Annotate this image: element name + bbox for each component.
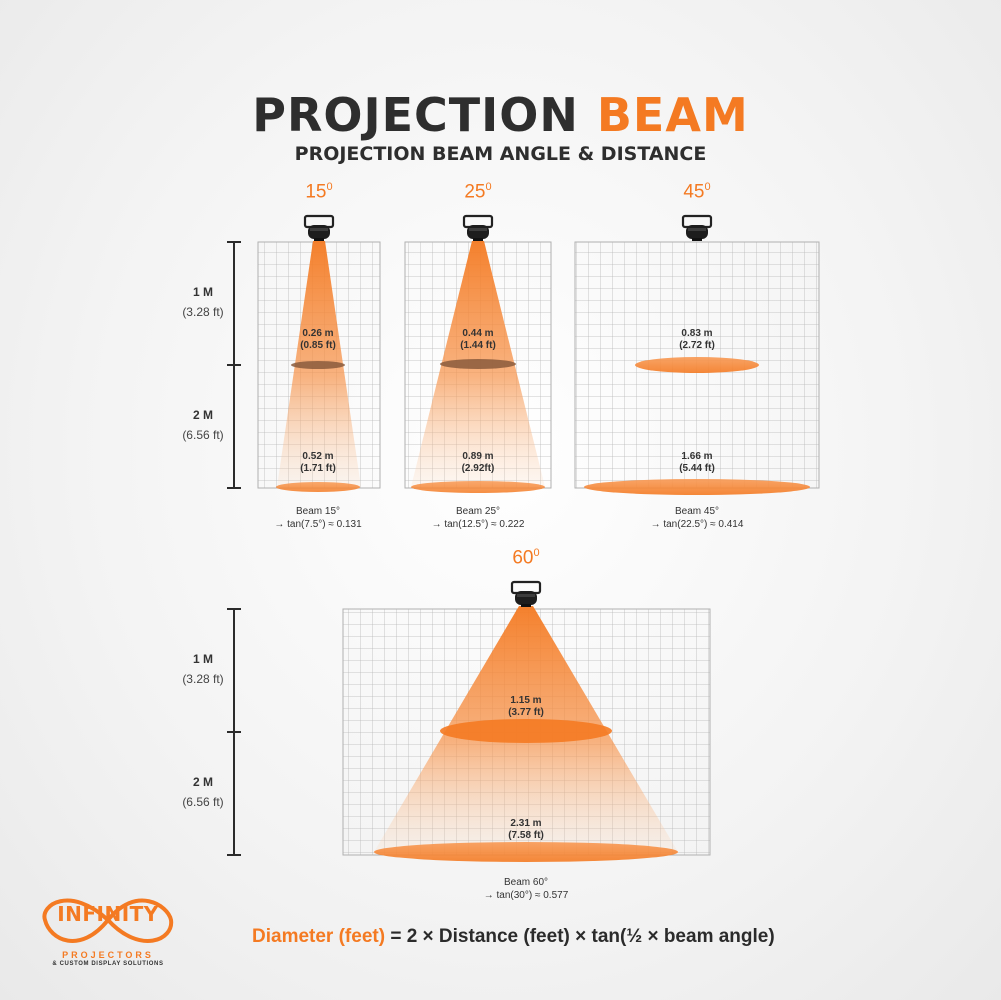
caption-60: Beam 60° → tan(30°) ≈ 0.577 <box>483 877 569 901</box>
logo-tagline-1: PROJECTORS <box>62 950 154 960</box>
caption-25: Beam 25° → tan(12.5°) ≈ 0.222 <box>431 506 525 530</box>
projector-icon-45 <box>681 214 713 243</box>
measure-mid-60: 1.15 m (3.77 ft) <box>508 695 544 718</box>
diameter-formula: Diameter (feet) = 2 × Distance (feet) × … <box>252 926 775 948</box>
scale-label-2m-bottom: 2 M (6.56 ft) <box>182 775 224 809</box>
measure-far-25: 0.89 m (2.92ft) <box>461 451 495 474</box>
angle-label-15: 150 <box>305 181 333 203</box>
formula-expression: = 2 × Distance (feet) × tan(½ × beam ang… <box>390 926 775 947</box>
caption-15: Beam 15° → tan(7.5°) ≈ 0.131 <box>274 506 362 530</box>
measure-far-45: 1.66 m (5.44 ft) <box>679 451 715 474</box>
beam-ring-mid-25 <box>440 359 516 369</box>
title-main: PROJECTION <box>252 88 579 142</box>
beam-ring-mid-45 <box>635 357 759 373</box>
scale-label-1m-top: 1 M (3.28 ft) <box>182 285 224 319</box>
page-subtitle: PROJECTION BEAM ANGLE & DISTANCE <box>294 143 707 165</box>
projector-icon-25 <box>462 214 494 243</box>
measure-mid-45: 0.83 m (2.72 ft) <box>679 328 715 351</box>
measure-mid-25: 0.44 m (1.44 ft) <box>460 328 496 351</box>
beam-ring-mid-60 <box>440 719 612 743</box>
projector-icon-60 <box>510 580 542 609</box>
beam-ring-far-60 <box>374 842 678 862</box>
logo-name: INFINITY <box>57 902 159 926</box>
distance-scale-bottom <box>227 608 241 856</box>
angle-label-25: 250 <box>464 181 492 203</box>
scale-label-1m-bottom: 1 M (3.28 ft) <box>182 652 224 686</box>
beam-ring-far-25 <box>411 481 545 493</box>
scale-label-2m-top: 2 M (6.56 ft) <box>182 408 224 442</box>
beam-ring-far-15 <box>276 482 360 492</box>
measure-far-15: 0.52 m (1.71 ft) <box>300 451 336 474</box>
angle-label-45: 450 <box>683 181 711 203</box>
logo-tagline-2: & CUSTOM DISPLAY SOLUTIONS <box>52 961 164 967</box>
angle-label-60: 600 <box>512 547 540 569</box>
beam-ring-mid-15 <box>291 361 345 369</box>
caption-45: Beam 45° → tan(22.5°) ≈ 0.414 <box>650 506 744 530</box>
title-accent: BEAM <box>596 88 749 142</box>
formula-label: Diameter (feet) <box>252 926 386 947</box>
measure-far-60: 2.31 m (7.58 ft) <box>508 818 544 841</box>
beam-ring-far-45 <box>584 479 810 495</box>
projector-icon-15 <box>303 214 335 243</box>
distance-scale-top <box>227 241 241 489</box>
page-title: PROJECTION BEAM <box>0 88 1001 142</box>
infinity-logo-mark <box>42 898 174 943</box>
measure-mid-15: 0.26 m (0.85 ft) <box>300 328 336 351</box>
